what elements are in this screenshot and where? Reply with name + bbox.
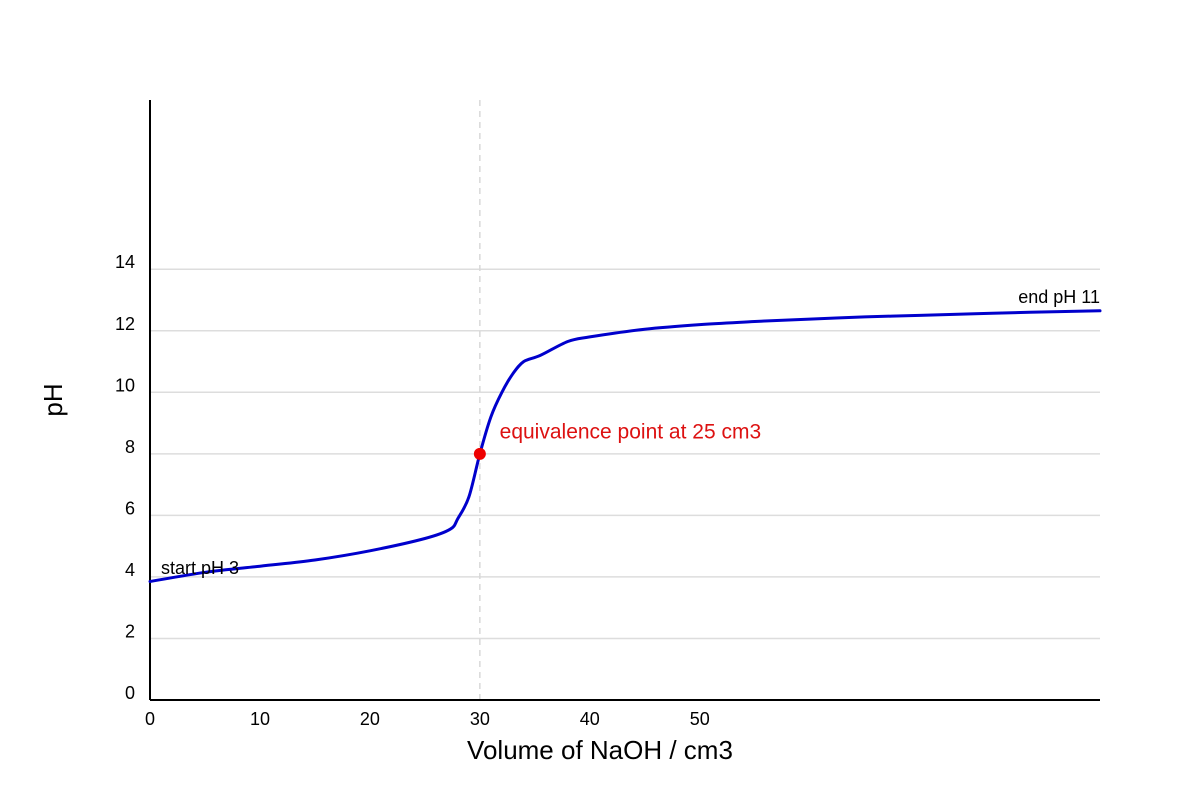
x-axis-title: Volume of NaOH / cm3 (467, 735, 733, 765)
grid-lines (150, 268, 1100, 640)
equivalence-point-marker (473, 447, 486, 460)
x-tick-label: 30 (470, 709, 490, 729)
y-tick-label: 14 (115, 252, 135, 272)
y-tick-label: 0 (125, 683, 135, 703)
start-ph-label: start pH 3 (161, 558, 239, 578)
y-tick-label: 8 (125, 437, 135, 457)
titration-curve (148, 309, 1102, 583)
y-axis-title: pH (38, 383, 68, 416)
y-axis-ticks: 0 2 4 6 8 10 12 14 (115, 252, 135, 703)
x-tick-label: 0 (145, 709, 155, 729)
y-tick-label: 10 (115, 375, 135, 395)
equivalence-point-label: equivalence point at 25 cm3 (500, 420, 762, 443)
y-tick-label: 4 (125, 560, 135, 580)
y-tick-label: 12 (115, 314, 135, 334)
x-axis-ticks: 0 10 20 30 40 50 (145, 709, 710, 729)
y-tick-label: 6 (125, 498, 135, 518)
end-ph-label: end pH 11 (1018, 287, 1100, 307)
x-tick-label: 50 (690, 709, 710, 729)
y-tick-label: 2 (125, 621, 135, 641)
x-tick-label: 40 (580, 709, 600, 729)
x-tick-label: 10 (250, 709, 270, 729)
x-tick-label: 20 (360, 709, 380, 729)
